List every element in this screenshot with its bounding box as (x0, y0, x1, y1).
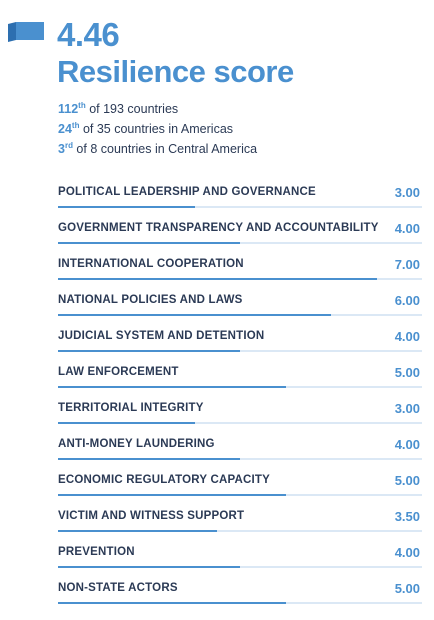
rank-americas: 24th of 35 countries in Americas (58, 116, 257, 136)
indicator-label: TERRITORIAL INTEGRITY (58, 402, 204, 414)
indicator-value: 4.00 (394, 221, 420, 236)
indicator-bar-track (58, 458, 422, 460)
indicator-bar (58, 458, 240, 460)
resilience-score-title: Resilience score (57, 54, 294, 89)
indicator-value: 3.00 (394, 401, 420, 416)
indicator-label: GOVERNMENT TRANSPARENCY AND ACCOUNTABILI… (58, 222, 379, 234)
indicator-bar-track (58, 206, 422, 208)
indicator-value: 5.00 (394, 473, 420, 488)
rankings: 112th of 193 countries 24th of 35 countr… (58, 96, 257, 156)
indicator-bar (58, 422, 195, 424)
indicator-value: 4.00 (394, 437, 420, 452)
indicator-value: 3.00 (394, 185, 420, 200)
indicator-value: 4.00 (394, 545, 420, 560)
indicator-row: TERRITORIAL INTEGRITY 3.00 (58, 392, 422, 428)
indicator-bar (58, 314, 331, 316)
indicator-bar-track (58, 422, 422, 424)
indicator-label: NATIONAL POLICIES AND LAWS (58, 294, 243, 306)
indicator-bar (58, 278, 377, 280)
indicator-label: PREVENTION (58, 546, 135, 558)
indicator-label: NON-STATE ACTORS (58, 582, 178, 594)
indicator-value: 3.50 (394, 509, 420, 524)
indicator-row: JUDICIAL SYSTEM AND DETENTION 4.00 (58, 320, 422, 356)
rank-text: of 8 countries in Central America (72, 142, 258, 157)
indicator-label: ECONOMIC REGULATORY CAPACITY (58, 474, 270, 486)
indicator-row: POLITICAL LEADERSHIP AND GOVERNANCE 3.00 (58, 176, 422, 212)
rank-number: 24th (58, 121, 80, 137)
rank-global: 112th of 193 countries (58, 96, 257, 116)
indicator-row: NON-STATE ACTORS 5.00 (58, 572, 422, 608)
indicator-row: NATIONAL POLICIES AND LAWS 6.00 (58, 284, 422, 320)
rank-text: of 35 countries in Americas (79, 122, 234, 137)
indicator-label: POLITICAL LEADERSHIP AND GOVERNANCE (58, 186, 316, 198)
indicator-bar (58, 386, 286, 388)
indicator-bar-track (58, 602, 422, 604)
indicator-bar (58, 242, 240, 244)
indicator-value: 4.00 (394, 329, 420, 344)
indicator-bar-track (58, 242, 422, 244)
indicator-bar (58, 494, 286, 496)
indicator-row: VICTIM AND WITNESS SUPPORT 3.50 (58, 500, 422, 536)
rank-text: of 193 countries (85, 102, 179, 117)
indicator-bar-track (58, 350, 422, 352)
indicator-bar (58, 206, 195, 208)
indicator-bar-track (58, 566, 422, 568)
indicator-bar-track (58, 494, 422, 496)
rank-number: 112th (58, 101, 86, 117)
indicator-bar-track (58, 530, 422, 532)
rank-central-america: 3rd of 8 countries in Central America (58, 136, 257, 156)
indicator-bar (58, 602, 286, 604)
indicator-value: 5.00 (394, 581, 420, 596)
indicator-row: GOVERNMENT TRANSPARENCY AND ACCOUNTABILI… (58, 212, 422, 248)
indicator-row: ECONOMIC REGULATORY CAPACITY 5.00 (58, 464, 422, 500)
indicator-row: LAW ENFORCEMENT 5.00 (58, 356, 422, 392)
indicator-row: INTERNATIONAL COOPERATION 7.00 (58, 248, 422, 284)
indicator-value: 7.00 (394, 257, 420, 272)
indicator-chart: POLITICAL LEADERSHIP AND GOVERNANCE 3.00 G… (58, 176, 422, 608)
indicator-value: 6.00 (394, 293, 420, 308)
rank-number: 3rd (58, 141, 73, 157)
indicator-value: 5.00 (394, 365, 420, 380)
indicator-label: VICTIM AND WITNESS SUPPORT (58, 510, 245, 522)
indicator-label: LAW ENFORCEMENT (58, 366, 179, 378)
indicator-bar (58, 350, 240, 352)
resilience-score-value: 4.46 (57, 16, 120, 53)
indicator-label: INTERNATIONAL COOPERATION (58, 258, 244, 270)
indicator-row: PREVENTION 4.00 (58, 536, 422, 572)
indicator-bar-track (58, 278, 422, 280)
indicator-bar (58, 566, 240, 568)
indicator-label: ANTI-MONEY LAUNDERING (58, 438, 215, 450)
flag-ribbon-icon (8, 22, 44, 42)
indicator-bar-track (58, 314, 422, 316)
indicator-label: JUDICIAL SYSTEM AND DETENTION (58, 330, 265, 342)
indicator-row: ANTI-MONEY LAUNDERING 4.00 (58, 428, 422, 464)
indicator-bar (58, 530, 218, 532)
indicator-bar-track (58, 386, 422, 388)
